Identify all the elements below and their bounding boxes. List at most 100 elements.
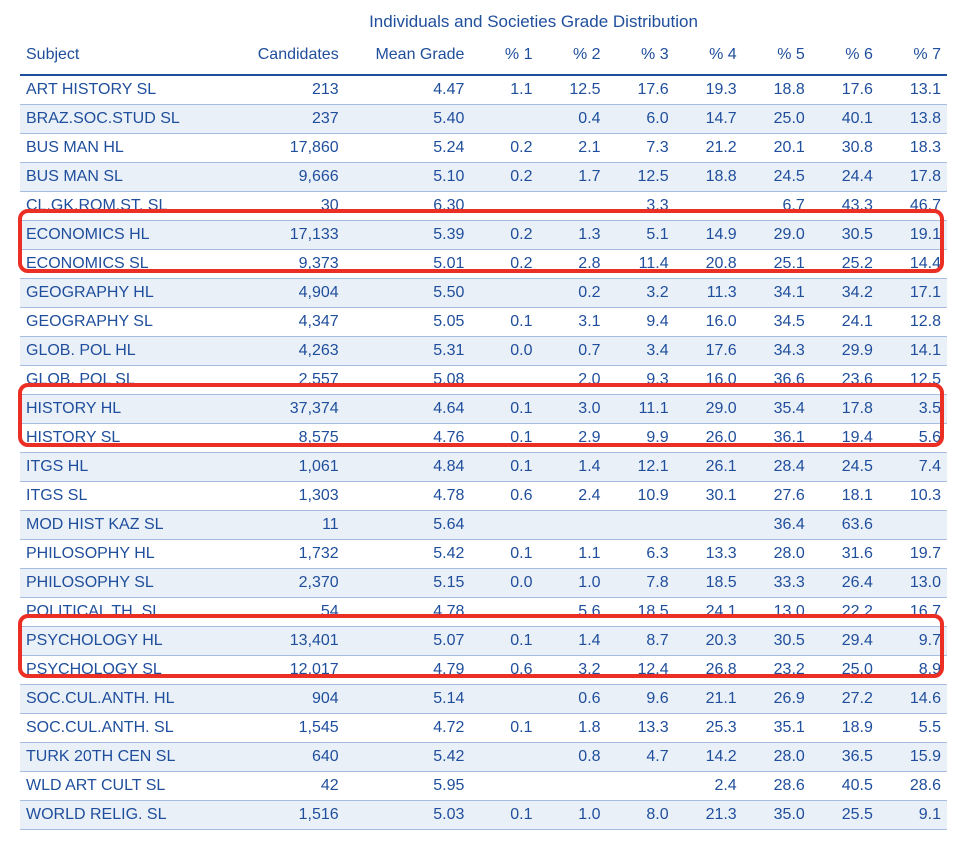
table-row: ART HISTORY SL2134.471.112.517.619.318.8…: [20, 75, 947, 105]
cell-mean: 5.42: [345, 540, 471, 569]
cell-p3: 11.4: [607, 250, 675, 279]
cell-p6: 63.6: [811, 511, 879, 540]
cell-p2: 2.4: [538, 482, 606, 511]
cell-p6: 24.4: [811, 163, 879, 192]
cell-subject: SOC.CUL.ANTH. SL: [20, 714, 229, 743]
cell-p6: 27.2: [811, 685, 879, 714]
cell-p3: 18.5: [607, 598, 675, 627]
cell-p1: 0.1: [470, 308, 538, 337]
cell-p6: 36.5: [811, 743, 879, 772]
cell-subject: GLOB. POL SL: [20, 366, 229, 395]
cell-p3: 9.9: [607, 424, 675, 453]
cell-subject: ITGS SL: [20, 482, 229, 511]
cell-p7: 8.9: [879, 656, 947, 685]
cell-p2: 3.2: [538, 656, 606, 685]
cell-p1: 1.1: [470, 75, 538, 105]
cell-p5: 25.1: [743, 250, 811, 279]
cell-mean: 5.05: [345, 308, 471, 337]
cell-p2: 1.7: [538, 163, 606, 192]
cell-p2: 0.8: [538, 743, 606, 772]
cell-mean: 5.15: [345, 569, 471, 598]
cell-subject: HISTORY SL: [20, 424, 229, 453]
table-row: GEOGRAPHY SL4,3475.050.13.19.416.034.524…: [20, 308, 947, 337]
cell-p2: 2.9: [538, 424, 606, 453]
cell-p1: 0.2: [470, 163, 538, 192]
cell-p1: 0.0: [470, 337, 538, 366]
cell-p6: 24.1: [811, 308, 879, 337]
cell-p3: 3.2: [607, 279, 675, 308]
cell-mean: 5.08: [345, 366, 471, 395]
cell-subject: WLD ART CULT SL: [20, 772, 229, 801]
cell-subject: TURK 20TH CEN SL: [20, 743, 229, 772]
table-body: ART HISTORY SL2134.471.112.517.619.318.8…: [20, 75, 947, 830]
table-header-row: Subject Candidates Mean Grade % 1 % 2 % …: [20, 40, 947, 75]
cell-p1: 0.2: [470, 221, 538, 250]
cell-mean: 4.79: [345, 656, 471, 685]
cell-mean: 5.40: [345, 105, 471, 134]
cell-p2: 1.4: [538, 453, 606, 482]
cell-mean: 4.76: [345, 424, 471, 453]
cell-candidates: 640: [229, 743, 344, 772]
table-row: GLOB. POL HL4,2635.310.00.73.417.634.329…: [20, 337, 947, 366]
cell-p4: 2.4: [675, 772, 743, 801]
cell-p3: 10.9: [607, 482, 675, 511]
col-pct3: % 3: [607, 40, 675, 75]
table-row: MOD HIST KAZ SL115.6436.463.6: [20, 511, 947, 540]
cell-p7: 10.3: [879, 482, 947, 511]
cell-p7: 18.3: [879, 134, 947, 163]
cell-p1: 0.1: [470, 714, 538, 743]
cell-p3: 8.0: [607, 801, 675, 830]
cell-p3: [607, 772, 675, 801]
cell-p4: 16.0: [675, 308, 743, 337]
table-row: BUS MAN SL9,6665.100.21.712.518.824.524.…: [20, 163, 947, 192]
cell-p3: 11.1: [607, 395, 675, 424]
cell-candidates: 8,575: [229, 424, 344, 453]
cell-subject: SOC.CUL.ANTH. HL: [20, 685, 229, 714]
cell-subject: MOD HIST KAZ SL: [20, 511, 229, 540]
cell-candidates: 237: [229, 105, 344, 134]
cell-p3: 6.0: [607, 105, 675, 134]
cell-mean: 5.07: [345, 627, 471, 656]
table-title: Individuals and Societies Grade Distribu…: [120, 12, 947, 32]
cell-p6: 30.8: [811, 134, 879, 163]
cell-p4: [675, 511, 743, 540]
cell-candidates: 904: [229, 685, 344, 714]
cell-p4: [675, 192, 743, 221]
cell-p7: [879, 511, 947, 540]
col-pct7: % 7: [879, 40, 947, 75]
cell-p7: 12.8: [879, 308, 947, 337]
cell-p7: 15.9: [879, 743, 947, 772]
cell-p6: 17.8: [811, 395, 879, 424]
cell-p7: 9.1: [879, 801, 947, 830]
cell-p4: 26.8: [675, 656, 743, 685]
cell-p2: 0.4: [538, 105, 606, 134]
cell-p5: 18.8: [743, 75, 811, 105]
cell-p1: 0.1: [470, 395, 538, 424]
cell-mean: 5.64: [345, 511, 471, 540]
cell-candidates: 213: [229, 75, 344, 105]
cell-p3: 7.3: [607, 134, 675, 163]
table-row: SOC.CUL.ANTH. HL9045.140.69.621.126.927.…: [20, 685, 947, 714]
cell-p2: 2.8: [538, 250, 606, 279]
cell-p7: 17.1: [879, 279, 947, 308]
cell-p5: 36.6: [743, 366, 811, 395]
cell-p2: 1.0: [538, 569, 606, 598]
cell-p2: 12.5: [538, 75, 606, 105]
table-row: PHILOSOPHY HL1,7325.420.11.16.313.328.03…: [20, 540, 947, 569]
cell-p4: 11.3: [675, 279, 743, 308]
cell-p6: 25.5: [811, 801, 879, 830]
cell-p4: 20.3: [675, 627, 743, 656]
cell-candidates: 1,061: [229, 453, 344, 482]
col-pct5: % 5: [743, 40, 811, 75]
cell-p7: 19.1: [879, 221, 947, 250]
cell-p5: 36.4: [743, 511, 811, 540]
col-candidates: Candidates: [229, 40, 344, 75]
cell-p7: 5.5: [879, 714, 947, 743]
cell-mean: 4.47: [345, 75, 471, 105]
cell-p5: 28.0: [743, 743, 811, 772]
cell-p3: 9.4: [607, 308, 675, 337]
cell-p7: 13.1: [879, 75, 947, 105]
cell-p4: 18.8: [675, 163, 743, 192]
cell-p2: 1.0: [538, 801, 606, 830]
cell-p1: [470, 279, 538, 308]
